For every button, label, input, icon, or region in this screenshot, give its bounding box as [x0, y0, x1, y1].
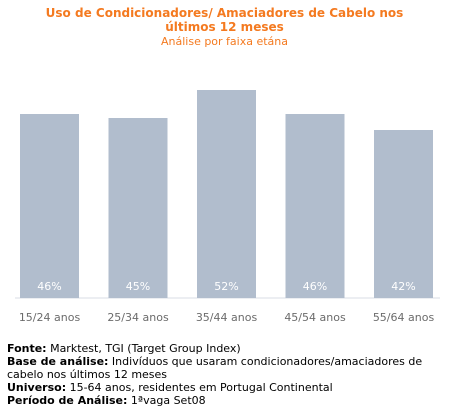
category-label: 15/24 anos	[19, 311, 81, 324]
source-notes: Fonte: Marktest, TGI (Target Group Index…	[7, 342, 447, 407]
bar-value-label: 42%	[391, 280, 415, 293]
bar-15-24-anos	[20, 114, 79, 298]
source-line: Fonte: Marktest, TGI (Target Group Index…	[7, 342, 447, 355]
bar-35-44-anos	[197, 90, 256, 298]
bar-value-label: 46%	[37, 280, 61, 293]
source-value: Marktest, TGI (Target Group Index)	[46, 342, 241, 355]
universe-value: 15-64 anos, residentes em Portugal Conti…	[66, 381, 333, 394]
bar-value-label: 52%	[214, 280, 238, 293]
bar-chart: 46% 15/24 anos 45% 25/34 anos 52% 35/44 anos 4…	[15, 90, 440, 324]
period-value: 1ªvaga Set08	[127, 394, 206, 407]
period-line: Período de Análise: 1ªvaga Set08	[7, 394, 447, 407]
bar-25-34-anos	[108, 118, 168, 298]
category-label: 35/44 anos	[196, 311, 258, 324]
base-line: Base de análise: Indivíduos que usaram c…	[7, 355, 447, 381]
bar-value-label: 45%	[126, 280, 150, 293]
base-value: Indivíduos que usaram condicionadores/am…	[7, 355, 423, 381]
universe-line: Universo: 15-64 anos, residentes em Port…	[7, 381, 447, 394]
chart-subtitle: Análise por faixa etána	[160, 35, 289, 48]
bar-55-64-anos	[374, 130, 433, 298]
category-label: 25/34 anos	[107, 311, 169, 324]
source-label: Fonte:	[7, 342, 47, 355]
category-label: 55/64 anos	[373, 311, 435, 324]
period-label: Período de Análise:	[7, 394, 128, 407]
category-label: 45/54 anos	[284, 311, 346, 324]
chart-title-line2: últimos 12 meses	[165, 20, 284, 34]
universe-label: Universo:	[7, 381, 67, 394]
chart-title: Uso de Condicionadores/ Amaciadores de C…	[0, 6, 449, 34]
bar-45-54-anos	[285, 114, 345, 298]
chart-title-line1: Uso de Condicionadores/ Amaciadores de C…	[45, 6, 404, 20]
bar-value-label: 46%	[303, 280, 327, 293]
base-label: Base de análise:	[7, 355, 109, 368]
